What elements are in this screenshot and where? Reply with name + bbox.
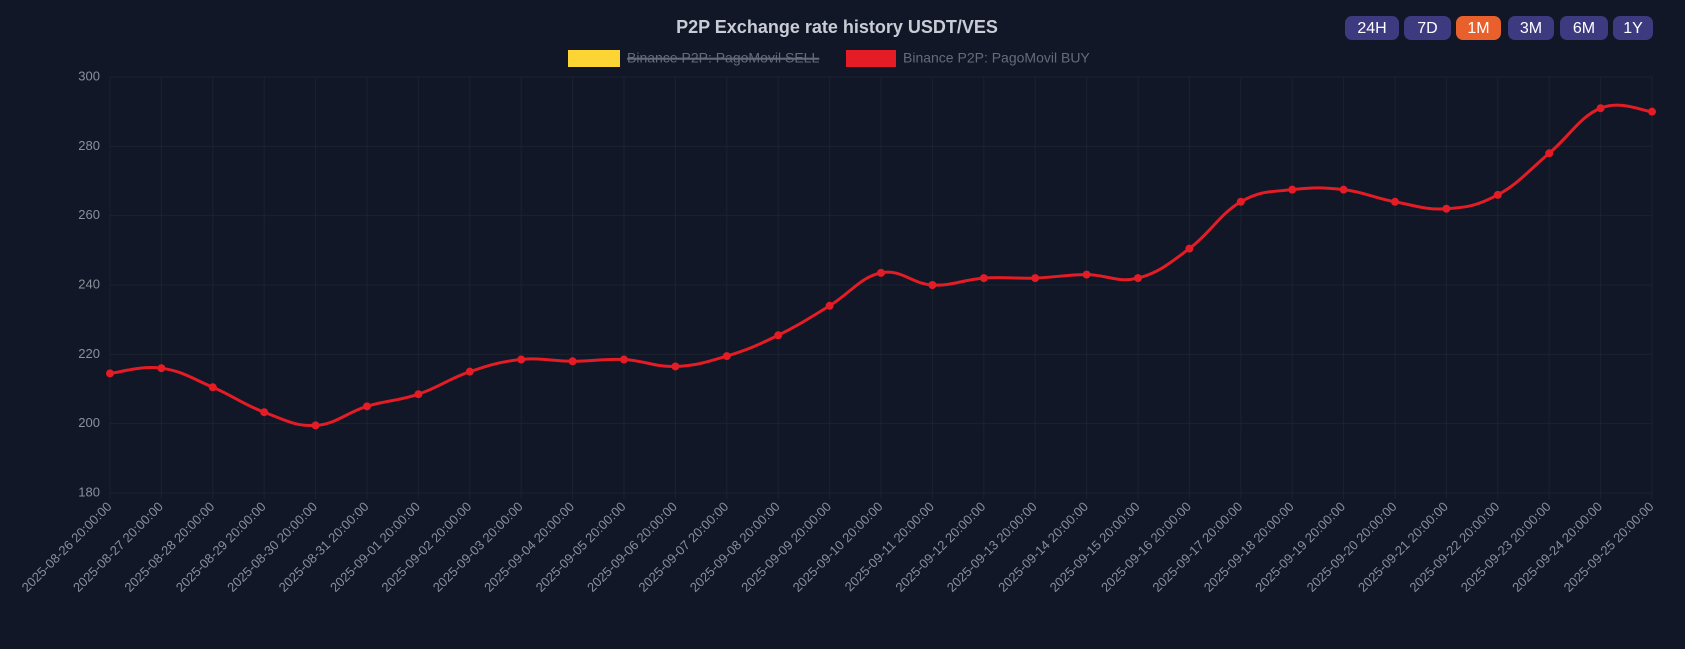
range-button[interactable]: [1345, 16, 1399, 40]
chart-title: P2P Exchange rate history USDT/VES: [676, 17, 998, 37]
range-button-label[interactable]: 6M: [1573, 20, 1595, 37]
point: [1391, 197, 1399, 206]
point: [774, 331, 783, 340]
range-button[interactable]: [1560, 16, 1608, 40]
point: [671, 362, 680, 371]
legend-label[interactable]: Binance P2P: PagoMovil BUY: [903, 50, 1090, 66]
point: [877, 268, 885, 277]
range-button-label[interactable]: 7D: [1417, 20, 1437, 37]
point: [979, 274, 988, 283]
point: [568, 357, 577, 366]
point: [260, 408, 269, 417]
point: [1082, 270, 1091, 279]
y-tick-label: 280: [78, 138, 100, 153]
range-button-label[interactable]: 3M: [1520, 20, 1542, 37]
y-tick-label: 220: [78, 346, 100, 361]
range-button[interactable]: [1456, 16, 1501, 40]
point: [311, 421, 320, 430]
point: [1339, 185, 1348, 194]
point: [1648, 107, 1656, 116]
y-tick-label: 300: [78, 68, 100, 83]
y-tick-label: 240: [78, 276, 100, 291]
y-tick-label: 260: [78, 207, 100, 222]
point: [414, 390, 423, 399]
range-button-label[interactable]: 1Y: [1623, 20, 1643, 37]
point: [1236, 197, 1245, 206]
point: [722, 352, 731, 361]
point: [517, 355, 526, 364]
range-button[interactable]: [1613, 16, 1653, 40]
point: [1442, 204, 1451, 213]
point: [157, 364, 166, 373]
point: [1185, 244, 1194, 253]
range-button-label[interactable]: 1M: [1467, 20, 1489, 37]
point: [928, 281, 937, 289]
point: [1288, 185, 1297, 194]
point: [208, 383, 217, 392]
point: [1031, 274, 1040, 283]
legend-swatch[interactable]: [568, 50, 620, 67]
point: [1493, 190, 1502, 199]
range-button-label[interactable]: 24H: [1357, 20, 1386, 37]
y-tick-label: 200: [78, 415, 100, 430]
legend-label[interactable]: Binance P2P: PagoMovil SELL: [627, 50, 819, 66]
point: [106, 369, 114, 378]
range-button[interactable]: [1508, 16, 1554, 40]
point: [1596, 104, 1605, 113]
point: [1134, 274, 1142, 283]
y-tick-label: 180: [78, 484, 100, 499]
range-button[interactable]: [1404, 16, 1451, 40]
point: [363, 402, 371, 411]
point: [825, 301, 834, 310]
legend-swatch[interactable]: [846, 50, 896, 67]
point: [620, 355, 628, 364]
point: [465, 367, 474, 376]
point: [1545, 149, 1554, 158]
